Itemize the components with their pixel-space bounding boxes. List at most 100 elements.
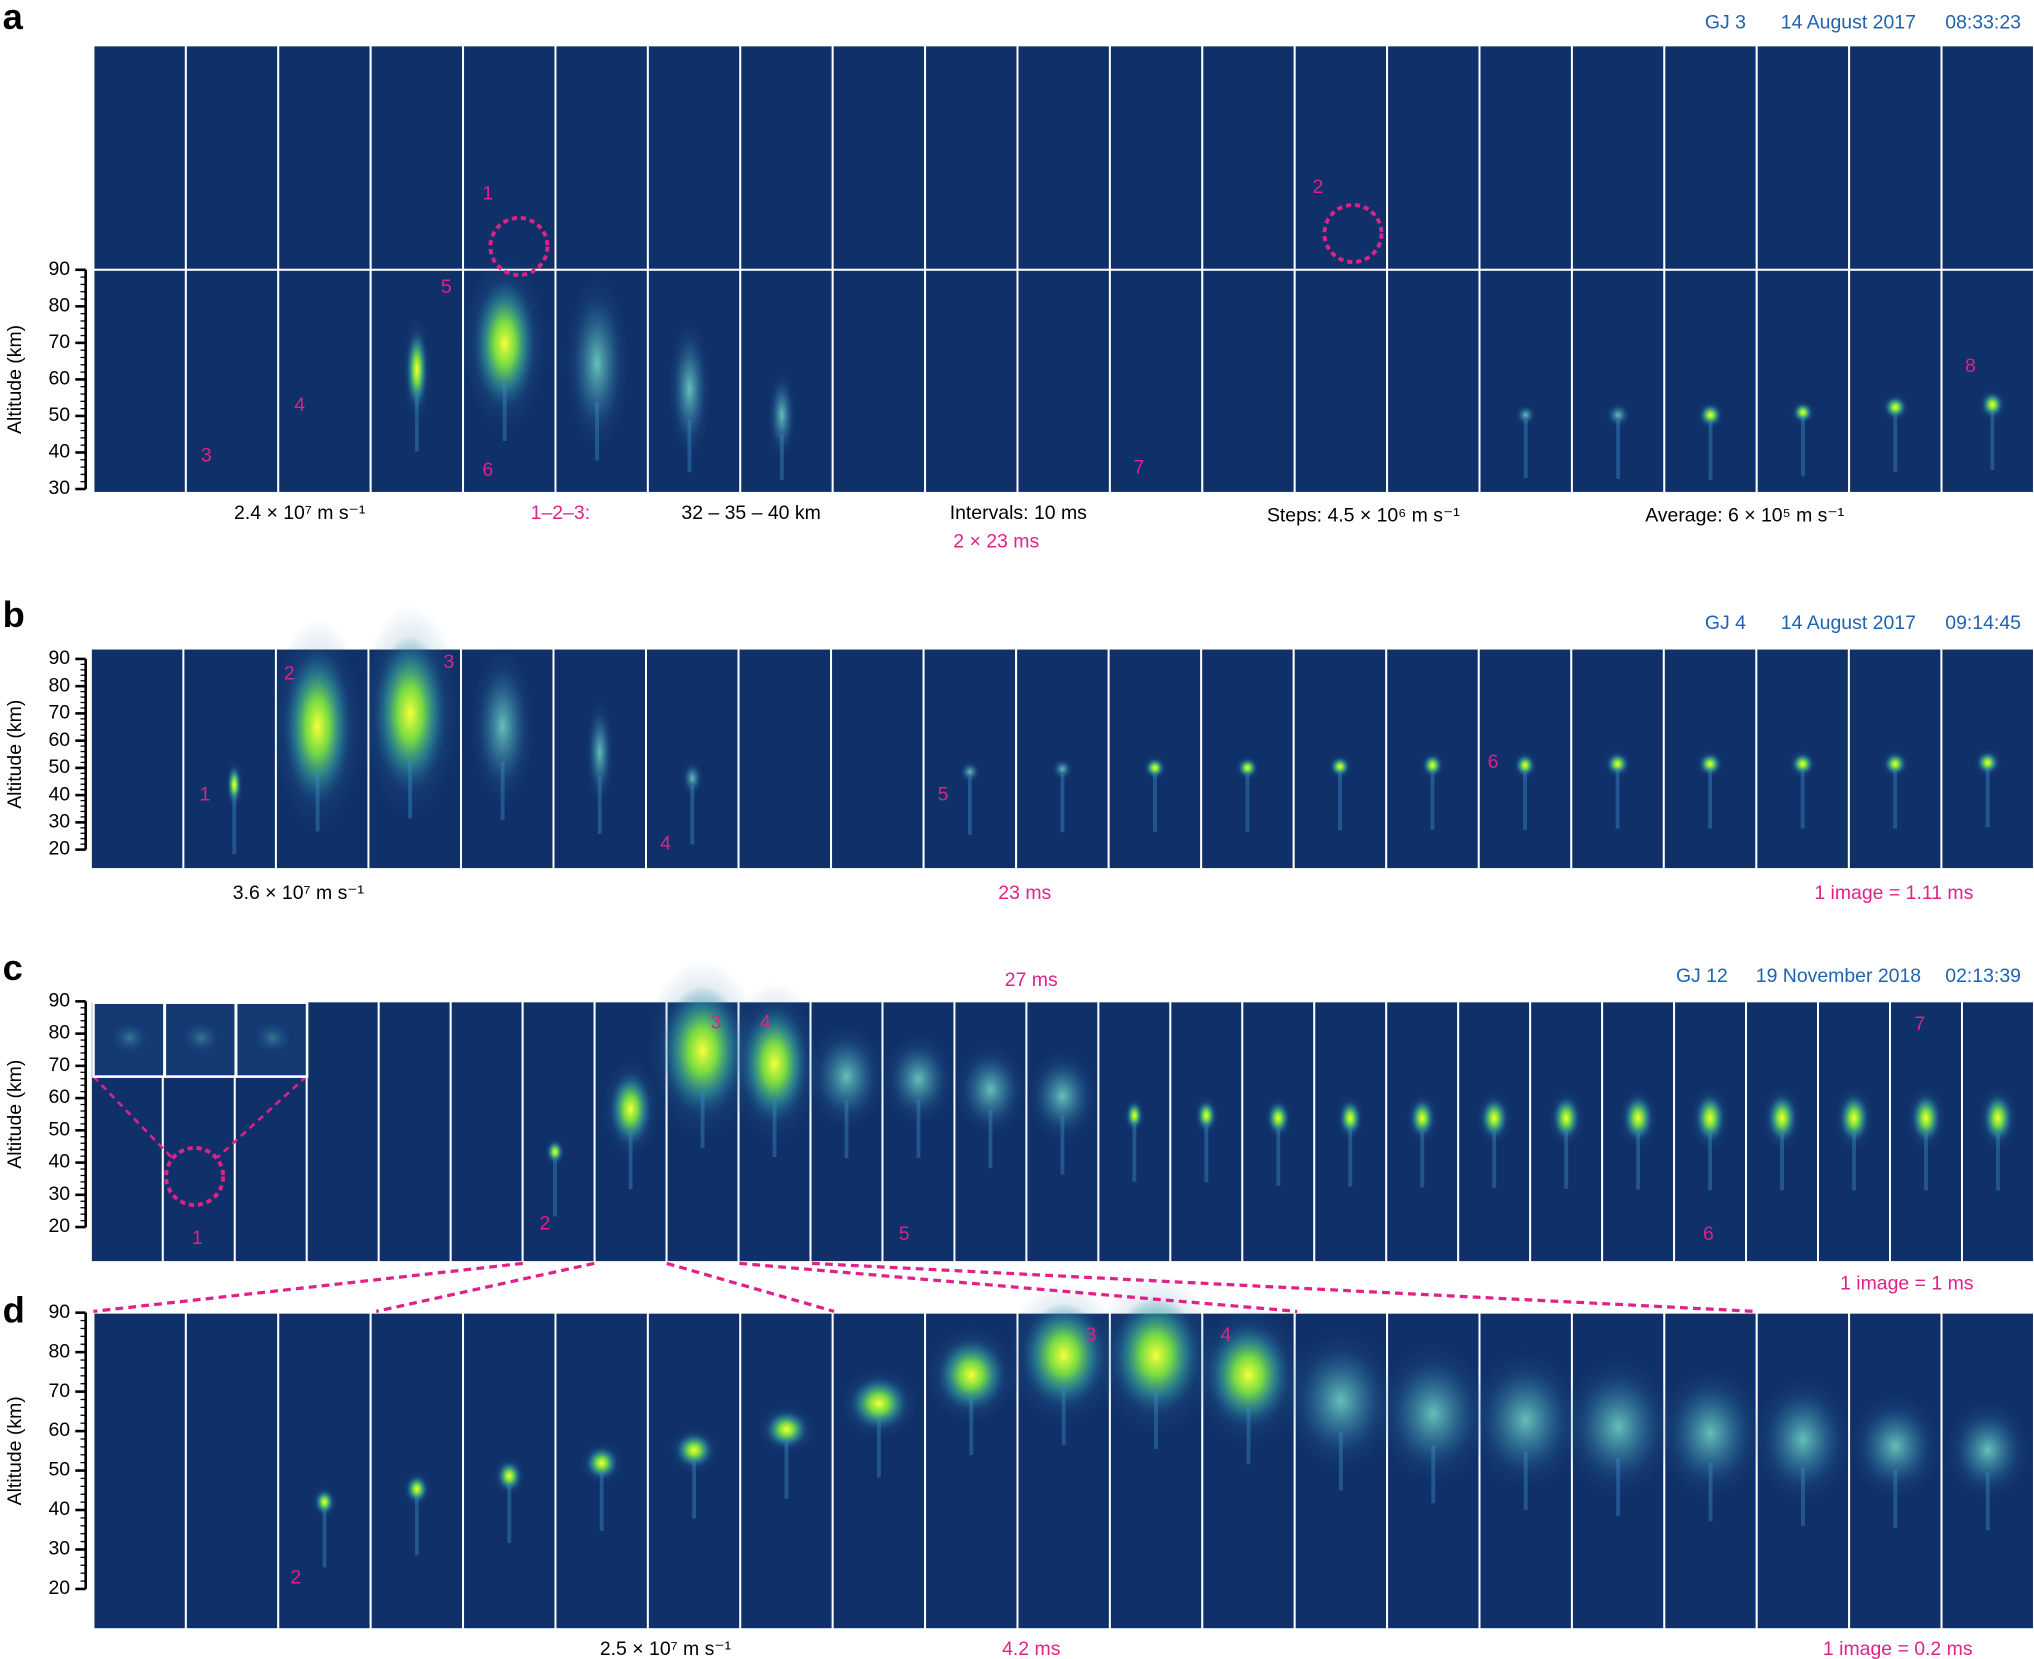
y-tick-label: 50: [48, 404, 70, 426]
sprite-tail: [784, 1440, 789, 1499]
sprite-core: [1197, 1101, 1216, 1130]
image-frame: [1386, 44, 1481, 271]
sprite-core: [589, 713, 611, 792]
image-frame: [277, 44, 372, 271]
sprite-core: [1700, 404, 1721, 426]
sprite-core: [547, 1141, 563, 1163]
sprite-core: [1767, 1094, 1797, 1142]
sprite-tail: [690, 786, 695, 845]
sprite-tail: [1564, 1130, 1569, 1189]
sprite-core: [1054, 761, 1071, 777]
sprite-tail: [1708, 1132, 1713, 1191]
image-frames: [89, 44, 2034, 1631]
sprite-core: [1956, 1413, 2019, 1487]
sprite-core: [1553, 1097, 1580, 1139]
panel-label: a: [3, 0, 24, 37]
sprite-core: [964, 1055, 1017, 1124]
sprite-core: [1022, 1303, 1106, 1408]
panel-label: c: [3, 947, 23, 988]
sprite-core: [406, 1476, 428, 1503]
sprite-core: [283, 648, 352, 805]
caption: 32 – 35 – 40 km: [681, 502, 820, 524]
sprite-tail: [1132, 1123, 1137, 1182]
frame-annotation: 4: [1220, 1324, 1231, 1346]
image-frame: [1108, 268, 1204, 494]
frame-annotation: 7: [1134, 456, 1145, 478]
sprite-tail: [628, 1130, 633, 1190]
image-frame: [184, 268, 280, 494]
y-tick-label: 20: [48, 1577, 70, 1599]
sprite-tail: [988, 1109, 993, 1169]
image-frame: [646, 44, 742, 271]
sprite-tail: [967, 776, 972, 835]
sprite-core: [473, 278, 536, 409]
image-frame: [369, 44, 465, 271]
sprite-core: [1576, 1374, 1660, 1479]
y-tick-label: 70: [48, 702, 70, 724]
image-frame: [831, 268, 927, 494]
sprite-core: [1036, 1062, 1089, 1130]
sprite-tail: [1348, 1128, 1353, 1187]
sprite-core: [1607, 753, 1628, 775]
sprite-core: [962, 763, 978, 780]
image-frame: [1201, 44, 1296, 271]
sprite-tail: [1800, 417, 1805, 477]
frame-annotation: 8: [1965, 355, 1976, 377]
image-frame: [277, 1311, 372, 1631]
frame-annotation: 2: [1313, 176, 1324, 198]
sprite-core: [1126, 1102, 1143, 1129]
image-frame: [1478, 268, 1573, 494]
image-frame: [305, 1000, 380, 1264]
sprite-tail: [1708, 1462, 1713, 1522]
y-tick-label: 40: [48, 1498, 70, 1520]
image-frame: [1940, 44, 2034, 271]
image-frame: [645, 647, 740, 871]
image-frame: [831, 44, 927, 271]
frame-annotation: 3: [711, 1012, 722, 1034]
sprite-tail: [414, 393, 419, 452]
sprite-tail: [779, 434, 784, 480]
frame-annotation: 2: [284, 663, 295, 685]
y-tick-label: 20: [48, 1215, 70, 1237]
caption: 1 image = 1.11 ms: [1814, 882, 1973, 904]
sprite-core: [1793, 403, 1813, 422]
sprite-tail: [1245, 773, 1250, 832]
sprite-tail: [1800, 770, 1805, 829]
sprite-core: [1238, 758, 1257, 777]
frame-annotation: 6: [482, 459, 493, 481]
frame-annotation: 2: [539, 1213, 550, 1235]
sprite-tail: [553, 1158, 557, 1217]
sprite-core: [1609, 405, 1628, 425]
image-frame: [1201, 268, 1296, 494]
image-frame: [737, 647, 833, 871]
sprite-core: [1206, 1323, 1291, 1427]
frame-annotation: 4: [294, 394, 305, 416]
sprite-core: [1983, 1094, 2013, 1142]
y-tick-label: 80: [48, 1340, 70, 1362]
sprite-core: [479, 668, 526, 785]
sprite-core: [1299, 1348, 1383, 1453]
caption: 2.4 × 10⁷ m s⁻¹: [234, 502, 366, 524]
image-frame: [1016, 268, 1111, 494]
frame-annotation: 7: [1914, 1013, 1925, 1035]
image-frame: [92, 44, 187, 271]
sprite-core: [1267, 1102, 1289, 1134]
panel-label: b: [3, 594, 25, 635]
sprite-core: [1339, 1101, 1361, 1135]
sprite-core: [771, 382, 793, 448]
sprite-tail: [772, 1098, 777, 1158]
sprite-core: [817, 1037, 876, 1116]
sprite-tail: [1708, 421, 1713, 480]
y-tick-label: 20: [48, 838, 70, 860]
image-frame: [1570, 268, 1666, 494]
sprite-core: [740, 1005, 809, 1122]
image-frame: [462, 44, 557, 271]
y-tick-label: 90: [48, 258, 70, 280]
sprite-tail: [1985, 768, 1990, 828]
caption: 3.6 × 10⁷ m s⁻¹: [233, 882, 365, 904]
sprite-core: [661, 985, 745, 1116]
sprite-core: [765, 1411, 808, 1448]
sprite-tail: [414, 1496, 419, 1556]
y-tick-label: 70: [48, 1380, 70, 1402]
panel-header: GJ 4: [1705, 612, 1746, 634]
